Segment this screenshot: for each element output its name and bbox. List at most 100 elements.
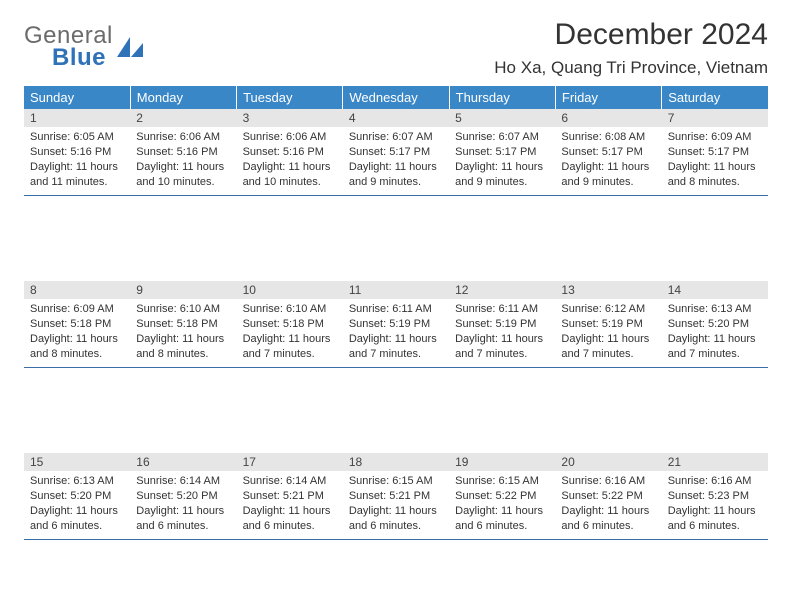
- day-details: Sunrise: 6:11 AMSunset: 5:19 PMDaylight:…: [343, 299, 449, 365]
- day-details: Sunrise: 6:11 AMSunset: 5:19 PMDaylight:…: [449, 299, 555, 365]
- weekday-header: Wednesday: [343, 86, 449, 109]
- day-details: Sunrise: 6:09 AMSunset: 5:18 PMDaylight:…: [24, 299, 130, 365]
- sunrise-line: Sunrise: 6:05 AM: [30, 130, 124, 145]
- sunrise-line: Sunrise: 6:16 AM: [668, 474, 762, 489]
- calendar-day-cell: 18Sunrise: 6:15 AMSunset: 5:21 PMDayligh…: [343, 453, 449, 539]
- calendar-day-cell: 7Sunrise: 6:09 AMSunset: 5:17 PMDaylight…: [662, 109, 768, 195]
- day-details: Sunrise: 6:16 AMSunset: 5:22 PMDaylight:…: [555, 471, 661, 537]
- calendar-page: General Blue December 2024 Ho Xa, Quang …: [0, 0, 792, 612]
- calendar-day-cell: 16Sunrise: 6:14 AMSunset: 5:20 PMDayligh…: [130, 453, 236, 539]
- sunset-line: Sunset: 5:16 PM: [136, 145, 230, 160]
- calendar-day-cell: 9Sunrise: 6:10 AMSunset: 5:18 PMDaylight…: [130, 281, 236, 367]
- daylight-line: Daylight: 11 hours and 7 minutes.: [668, 332, 762, 362]
- calendar-day-cell: 1Sunrise: 6:05 AMSunset: 5:16 PMDaylight…: [24, 109, 130, 195]
- sunset-line: Sunset: 5:17 PM: [455, 145, 549, 160]
- calendar-day-cell: 13Sunrise: 6:12 AMSunset: 5:19 PMDayligh…: [555, 281, 661, 367]
- week-separator: [24, 539, 768, 612]
- daylight-line: Daylight: 11 hours and 8 minutes.: [30, 332, 124, 362]
- sunset-line: Sunset: 5:17 PM: [668, 145, 762, 160]
- day-number: 7: [662, 109, 768, 127]
- daylight-line: Daylight: 11 hours and 7 minutes.: [561, 332, 655, 362]
- daylight-line: Daylight: 11 hours and 7 minutes.: [243, 332, 337, 362]
- calendar-day-cell: 19Sunrise: 6:15 AMSunset: 5:22 PMDayligh…: [449, 453, 555, 539]
- day-number: 3: [237, 109, 343, 127]
- day-details: Sunrise: 6:15 AMSunset: 5:22 PMDaylight:…: [449, 471, 555, 537]
- calendar-day-cell: 5Sunrise: 6:07 AMSunset: 5:17 PMDaylight…: [449, 109, 555, 195]
- daylight-line: Daylight: 11 hours and 6 minutes.: [243, 504, 337, 534]
- location-text: Ho Xa, Quang Tri Province, Vietnam: [494, 58, 768, 78]
- sunset-line: Sunset: 5:19 PM: [561, 317, 655, 332]
- day-number: 8: [24, 281, 130, 299]
- day-details: Sunrise: 6:16 AMSunset: 5:23 PMDaylight:…: [662, 471, 768, 537]
- sunrise-line: Sunrise: 6:08 AM: [561, 130, 655, 145]
- sunrise-line: Sunrise: 6:15 AM: [349, 474, 443, 489]
- day-details: Sunrise: 6:10 AMSunset: 5:18 PMDaylight:…: [130, 299, 236, 365]
- daylight-line: Daylight: 11 hours and 10 minutes.: [243, 160, 337, 190]
- sunset-line: Sunset: 5:17 PM: [561, 145, 655, 160]
- daylight-line: Daylight: 11 hours and 6 minutes.: [455, 504, 549, 534]
- daylight-line: Daylight: 11 hours and 9 minutes.: [455, 160, 549, 190]
- weekday-header: Sunday: [24, 86, 130, 109]
- day-details: Sunrise: 6:13 AMSunset: 5:20 PMDaylight:…: [24, 471, 130, 537]
- sunset-line: Sunset: 5:21 PM: [243, 489, 337, 504]
- calendar-day-cell: 21Sunrise: 6:16 AMSunset: 5:23 PMDayligh…: [662, 453, 768, 539]
- weekday-header-row: Sunday Monday Tuesday Wednesday Thursday…: [24, 86, 768, 109]
- sunrise-line: Sunrise: 6:06 AM: [243, 130, 337, 145]
- calendar-day-cell: 2Sunrise: 6:06 AMSunset: 5:16 PMDaylight…: [130, 109, 236, 195]
- day-number: 4: [343, 109, 449, 127]
- day-details: Sunrise: 6:09 AMSunset: 5:17 PMDaylight:…: [662, 127, 768, 193]
- day-number: 14: [662, 281, 768, 299]
- daylight-line: Daylight: 11 hours and 11 minutes.: [30, 160, 124, 190]
- calendar-day-cell: 12Sunrise: 6:11 AMSunset: 5:19 PMDayligh…: [449, 281, 555, 367]
- day-number: 11: [343, 281, 449, 299]
- sunset-line: Sunset: 5:18 PM: [30, 317, 124, 332]
- sunrise-line: Sunrise: 6:10 AM: [136, 302, 230, 317]
- daylight-line: Daylight: 11 hours and 6 minutes.: [561, 504, 655, 534]
- sunrise-line: Sunrise: 6:16 AM: [561, 474, 655, 489]
- calendar-table: Sunday Monday Tuesday Wednesday Thursday…: [24, 86, 768, 612]
- sunrise-line: Sunrise: 6:13 AM: [668, 302, 762, 317]
- daylight-line: Daylight: 11 hours and 6 minutes.: [30, 504, 124, 534]
- daylight-line: Daylight: 11 hours and 6 minutes.: [349, 504, 443, 534]
- brand-logo: General Blue: [24, 22, 143, 72]
- day-number: 20: [555, 453, 661, 471]
- day-number: 10: [237, 281, 343, 299]
- sunrise-line: Sunrise: 6:14 AM: [243, 474, 337, 489]
- day-number: 1: [24, 109, 130, 127]
- weekday-header: Friday: [555, 86, 661, 109]
- week-separator: [24, 367, 768, 453]
- calendar-week-row: 15Sunrise: 6:13 AMSunset: 5:20 PMDayligh…: [24, 453, 768, 539]
- daylight-line: Daylight: 11 hours and 6 minutes.: [136, 504, 230, 534]
- daylight-line: Daylight: 11 hours and 6 minutes.: [668, 504, 762, 534]
- day-details: Sunrise: 6:15 AMSunset: 5:21 PMDaylight:…: [343, 471, 449, 537]
- sunset-line: Sunset: 5:18 PM: [243, 317, 337, 332]
- sunset-line: Sunset: 5:19 PM: [455, 317, 549, 332]
- daylight-line: Daylight: 11 hours and 7 minutes.: [349, 332, 443, 362]
- sunrise-line: Sunrise: 6:09 AM: [30, 302, 124, 317]
- day-details: Sunrise: 6:05 AMSunset: 5:16 PMDaylight:…: [24, 127, 130, 193]
- calendar-day-cell: 10 Sunrise: 6:10 AMSunset: 5:18 PMDayligh…: [237, 281, 343, 367]
- day-details: Sunrise: 6:07 AMSunset: 5:17 PMDaylight:…: [343, 127, 449, 193]
- weekday-header: Tuesday: [237, 86, 343, 109]
- sunrise-line: Sunrise: 6:10 AM: [243, 302, 337, 317]
- daylight-line: Daylight: 11 hours and 8 minutes.: [136, 332, 230, 362]
- day-details: Sunrise: 6:14 AMSunset: 5:21 PMDaylight:…: [237, 471, 343, 537]
- calendar-day-cell: 14Sunrise: 6:13 AMSunset: 5:20 PMDayligh…: [662, 281, 768, 367]
- sunrise-line: Sunrise: 6:14 AM: [136, 474, 230, 489]
- calendar-day-cell: 17Sunrise: 6:14 AMSunset: 5:21 PMDayligh…: [237, 453, 343, 539]
- calendar-day-cell: 6Sunrise: 6:08 AMSunset: 5:17 PMDaylight…: [555, 109, 661, 195]
- calendar-day-cell: 15Sunrise: 6:13 AMSunset: 5:20 PMDayligh…: [24, 453, 130, 539]
- sunset-line: Sunset: 5:20 PM: [668, 317, 762, 332]
- day-number: 5: [449, 109, 555, 127]
- sunset-line: Sunset: 5:22 PM: [455, 489, 549, 504]
- sunset-line: Sunset: 5:17 PM: [349, 145, 443, 160]
- calendar-day-cell: 4Sunrise: 6:07 AMSunset: 5:17 PMDaylight…: [343, 109, 449, 195]
- sail-icon: [117, 37, 143, 64]
- daylight-line: Daylight: 11 hours and 10 minutes.: [136, 160, 230, 190]
- day-details: Sunrise: 6:07 AMSunset: 5:17 PMDaylight:…: [449, 127, 555, 193]
- week-separator: [24, 195, 768, 281]
- sunset-line: Sunset: 5:23 PM: [668, 489, 762, 504]
- sunset-line: Sunset: 5:20 PM: [136, 489, 230, 504]
- day-details: Sunrise: 6:13 AMSunset: 5:20 PMDaylight:…: [662, 299, 768, 365]
- day-number: 21: [662, 453, 768, 471]
